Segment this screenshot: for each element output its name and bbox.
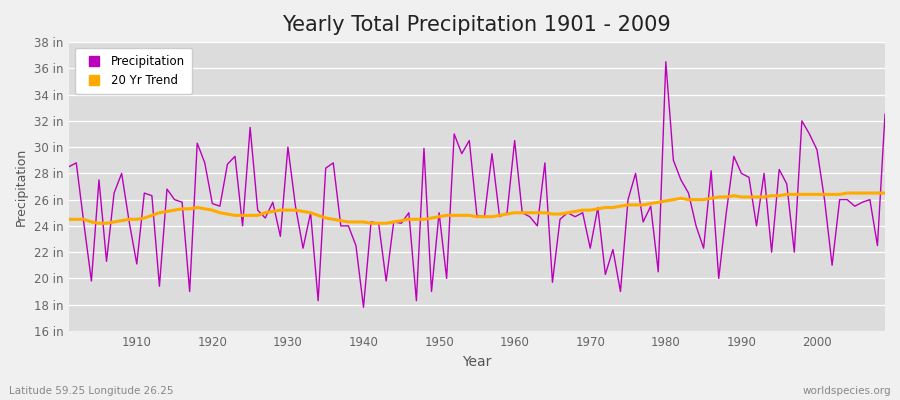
Y-axis label: Precipitation: Precipitation (15, 147, 28, 226)
Legend: Precipitation, 20 Yr Trend: Precipitation, 20 Yr Trend (75, 48, 193, 94)
X-axis label: Year: Year (463, 355, 491, 369)
Text: Latitude 59.25 Longitude 26.25: Latitude 59.25 Longitude 26.25 (9, 386, 174, 396)
Title: Yearly Total Precipitation 1901 - 2009: Yearly Total Precipitation 1901 - 2009 (283, 15, 671, 35)
Text: worldspecies.org: worldspecies.org (803, 386, 891, 396)
